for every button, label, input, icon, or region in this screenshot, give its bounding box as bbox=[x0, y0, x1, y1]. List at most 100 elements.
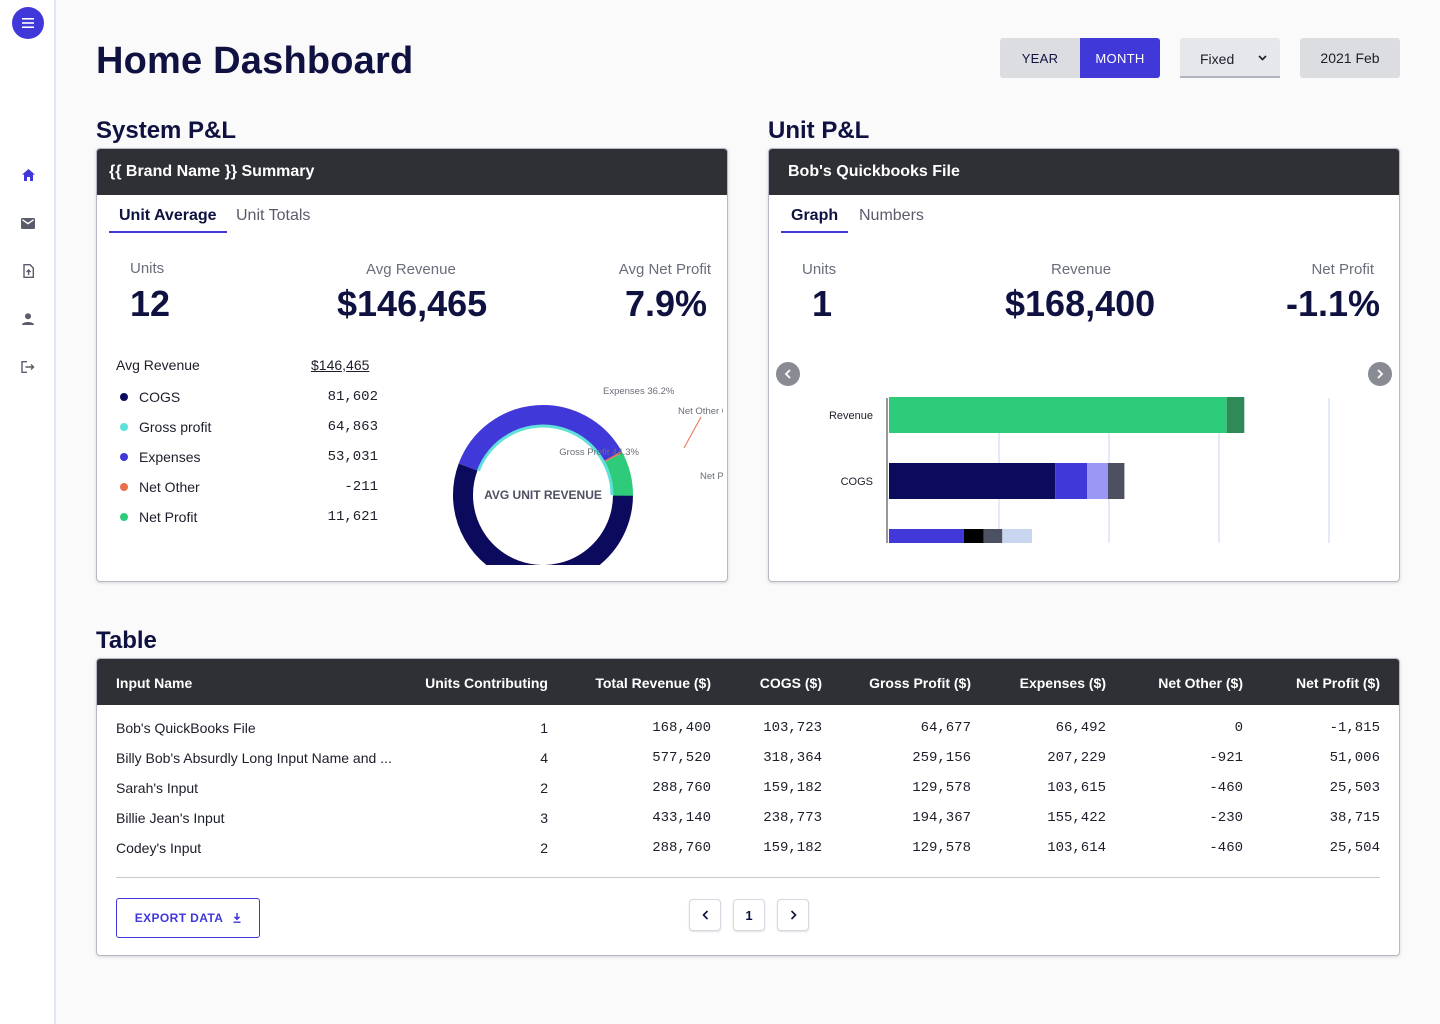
tab-unit-average[interactable]: Unit Average bbox=[109, 207, 227, 233]
donut-label-net-profit: Net Profit 7.9% bbox=[700, 471, 723, 482]
mode-select[interactable]: Fixed bbox=[1180, 38, 1280, 78]
legend-item: Expenses 53,031 bbox=[116, 447, 378, 467]
bar-segment-revenue bbox=[889, 397, 1227, 433]
unit-revenue-value: $168,400 bbox=[1005, 283, 1156, 324]
table-cell: 259,156 bbox=[912, 750, 971, 766]
unit-pl-bar-chart: 050K100K150K200KRevenueCOGSExpenses bbox=[825, 397, 1330, 543]
legend-value: -211 bbox=[344, 479, 378, 495]
pagination-page-button[interactable]: 1 bbox=[733, 899, 765, 931]
donut-expenses-slice bbox=[458, 405, 622, 471]
table-row[interactable]: Codey's Input 2 288,760 159,182 129,578 103,6… bbox=[97, 833, 1399, 863]
units-label: Units bbox=[130, 260, 165, 277]
col-cogs[interactable]: COGS ($) bbox=[759, 675, 822, 691]
system-pl-title: System P&L bbox=[96, 117, 237, 144]
table-cell: 51,006 bbox=[1329, 750, 1380, 766]
table-cell: 38,715 bbox=[1329, 810, 1380, 826]
table-row[interactable]: Sarah's Input 2 288,760 159,182 129,578 103,6… bbox=[97, 773, 1399, 803]
system-pl-card-title: {{ Brand Name }} Summary bbox=[97, 149, 727, 195]
system-pl-card: {{ Brand Name }} Summary Unit Average Un… bbox=[96, 148, 728, 582]
sidebar-item-upload[interactable] bbox=[20, 263, 36, 279]
input-table-card: Input Name Units Contributing Total Reve… bbox=[96, 658, 1400, 956]
chevron-right-icon bbox=[1377, 369, 1384, 379]
unit-pl-card-title: Bob's Quickbooks File bbox=[769, 149, 1399, 195]
download-icon bbox=[233, 913, 241, 923]
col-net-profit[interactable]: Net Profit ($) bbox=[1296, 675, 1380, 691]
table-cell: Bob's QuickBooks File bbox=[116, 720, 256, 736]
table-cell: -460 bbox=[1209, 780, 1243, 796]
table-row[interactable]: Bob's QuickBooks File 1 168,400 103,723 64,6… bbox=[97, 713, 1399, 743]
col-expenses[interactable]: Expenses ($) bbox=[1019, 675, 1106, 691]
table-cell: 103,614 bbox=[1047, 840, 1106, 856]
hamburger-icon bbox=[22, 18, 34, 28]
table-cell: 159,182 bbox=[763, 840, 822, 856]
table-cell: 1 bbox=[540, 720, 548, 736]
menu-button[interactable] bbox=[12, 7, 44, 39]
donut-center-label: AVG UNIT REVENUE bbox=[484, 488, 602, 502]
chevron-left-icon bbox=[784, 369, 791, 379]
units-value: 12 bbox=[130, 283, 171, 324]
col-units-contributing[interactable]: Units Contributing bbox=[425, 675, 548, 691]
table-cell: 433,140 bbox=[652, 810, 711, 826]
chevron-left-icon bbox=[701, 910, 708, 920]
table-row[interactable]: Billie Jean's Input 3 433,140 238,773 194,36… bbox=[97, 803, 1399, 833]
export-data-button[interactable]: EXPORT DATA bbox=[116, 898, 260, 938]
bar-segment-expenses bbox=[1002, 529, 1032, 543]
table-cell: 0 bbox=[1234, 720, 1243, 736]
unit-net-profit-value: -1.1% bbox=[1285, 283, 1380, 324]
legend-dot bbox=[120, 483, 128, 491]
pagination-next-button[interactable] bbox=[777, 899, 809, 931]
legend-dot bbox=[120, 513, 128, 521]
table-cell: 129,578 bbox=[912, 840, 971, 856]
period-year-button[interactable]: YEAR bbox=[1000, 38, 1080, 78]
table-cell: Codey's Input bbox=[116, 840, 202, 856]
col-net-other[interactable]: Net Other ($) bbox=[1158, 675, 1243, 691]
table-row[interactable]: Billy Bob's Absurdly Long Input Name and… bbox=[97, 743, 1399, 773]
donut-label-net-other: Net Other 0.1% bbox=[678, 406, 723, 417]
col-input-name[interactable]: Input Name bbox=[116, 675, 193, 691]
mode-select-value: Fixed bbox=[1200, 51, 1235, 67]
tab-numbers[interactable]: Numbers bbox=[859, 207, 924, 224]
bar-segment-cogs bbox=[1087, 463, 1108, 499]
chart-next-button[interactable] bbox=[1368, 362, 1392, 386]
legend-item: COGS 81,602 bbox=[116, 387, 378, 407]
sidebar-item-home[interactable] bbox=[20, 167, 36, 183]
table-cell: -921 bbox=[1209, 750, 1243, 766]
tab-graph[interactable]: Graph bbox=[781, 207, 849, 233]
table-cell: 207,229 bbox=[1047, 750, 1106, 766]
sidebar-item-mail[interactable] bbox=[20, 215, 36, 231]
table-cell: 129,578 bbox=[912, 780, 971, 796]
table-cell: 155,422 bbox=[1047, 810, 1106, 826]
legend-label: COGS bbox=[139, 389, 181, 405]
table-cell: Billy Bob's Absurdly Long Input Name and… bbox=[116, 750, 392, 766]
unit-revenue-label: Revenue bbox=[1051, 261, 1112, 278]
col-total-revenue[interactable]: Total Revenue ($) bbox=[595, 675, 711, 691]
table-cell: 103,615 bbox=[1047, 780, 1106, 796]
legend-header-label: Avg Revenue bbox=[116, 357, 200, 373]
table-cell: -460 bbox=[1209, 840, 1243, 856]
table-cell: 2 bbox=[540, 840, 548, 856]
legend-item: Net Profit 11,621 bbox=[116, 507, 378, 527]
sidebar-item-profile[interactable] bbox=[20, 311, 36, 327]
table-cell: 159,182 bbox=[763, 780, 822, 796]
col-gross-profit[interactable]: Gross Profit ($) bbox=[869, 675, 971, 691]
bar-segment-expenses bbox=[983, 529, 1003, 543]
legend-value: 81,602 bbox=[327, 389, 378, 405]
donut-net-profit-slice bbox=[604, 452, 633, 496]
table-cell: 2 bbox=[540, 780, 548, 796]
sidebar bbox=[0, 0, 56, 1024]
table-cell: 4 bbox=[540, 750, 548, 766]
period-month-button[interactable]: MONTH bbox=[1080, 38, 1160, 78]
legend-value: 64,863 bbox=[327, 419, 378, 435]
table-title: Table bbox=[96, 627, 157, 654]
pagination-prev-button[interactable] bbox=[689, 899, 721, 931]
date-picker-button[interactable]: 2021 Feb bbox=[1300, 38, 1400, 78]
legend-header-value[interactable]: $146,465 bbox=[311, 357, 370, 373]
logout-icon bbox=[21, 361, 35, 373]
chart-prev-button[interactable] bbox=[776, 362, 800, 386]
table-cell: Sarah's Input bbox=[116, 780, 199, 796]
chevron-right-icon bbox=[790, 910, 797, 920]
legend-value: 53,031 bbox=[327, 449, 378, 465]
tab-unit-totals[interactable]: Unit Totals bbox=[236, 207, 311, 224]
bar-segment-cogs bbox=[1107, 463, 1125, 499]
sidebar-item-logout[interactable] bbox=[20, 359, 36, 375]
